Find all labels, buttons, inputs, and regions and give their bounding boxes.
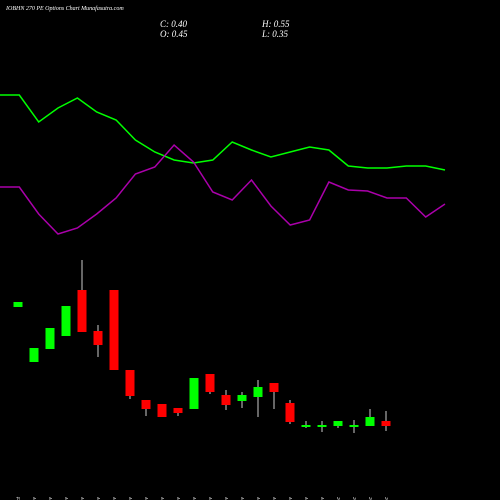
candle-body bbox=[173, 408, 183, 413]
x-tick-label: 17 Nov bbox=[176, 497, 182, 500]
candle-body bbox=[61, 306, 71, 336]
x-tick-label: 26 Nov bbox=[288, 497, 294, 500]
candle-body bbox=[205, 374, 215, 392]
candle-body bbox=[93, 331, 103, 345]
candle-body bbox=[349, 425, 359, 427]
candle-body bbox=[221, 395, 231, 405]
x-tick-label: 07 Nov bbox=[80, 497, 86, 500]
x-tick-label: 11 Nov bbox=[112, 497, 118, 500]
x-tick-label: 13 Nov bbox=[144, 497, 150, 500]
indicator-line bbox=[0, 94, 446, 171]
x-tick-label: 06 Nov bbox=[64, 497, 70, 500]
high-label: H: 0.55 bbox=[261, 19, 290, 29]
candle-body bbox=[317, 425, 327, 427]
x-tick-label: 24 Nov bbox=[255, 497, 262, 500]
x-tick-label: 12 Nov bbox=[128, 497, 134, 500]
candle-body bbox=[365, 417, 375, 426]
candle-body bbox=[333, 421, 343, 426]
candle-body bbox=[125, 370, 135, 396]
indicator-line bbox=[0, 143, 446, 235]
x-tick-label: 25 Nov bbox=[272, 497, 278, 500]
x-tick-label: 04 Dec bbox=[383, 497, 390, 500]
candle-body bbox=[301, 425, 311, 427]
x-tick-label: 19 Nov bbox=[208, 497, 214, 500]
x-tick-label: 14 Nov bbox=[159, 497, 166, 500]
candle-body bbox=[13, 302, 23, 307]
candle-body bbox=[77, 290, 87, 332]
x-tick-label: 27 Nov bbox=[304, 497, 310, 500]
candle-body bbox=[189, 378, 199, 409]
candle-body bbox=[109, 290, 119, 370]
x-tick-label: 28 Nov bbox=[320, 497, 326, 500]
x-tick-label: 02 Dec bbox=[352, 497, 358, 500]
candle-body bbox=[157, 404, 167, 417]
close-label: C: 0.40 bbox=[160, 19, 188, 29]
candle-body bbox=[237, 395, 247, 401]
x-tick-label: 21 Nov bbox=[240, 497, 246, 500]
x-tick-label: 03 Nov bbox=[32, 497, 38, 500]
open-label: O: 0.45 bbox=[160, 29, 188, 39]
x-tick-label: 18 Nov bbox=[192, 497, 198, 500]
x-tick-label: 27 Oct bbox=[16, 497, 22, 500]
candle-body bbox=[45, 328, 55, 349]
x-tick-label: 10 Nov bbox=[96, 497, 102, 500]
x-tick-label: 04 Nov bbox=[47, 497, 54, 500]
x-tick-label: 20 Nov bbox=[224, 497, 230, 500]
x-tick-label: 03 Dec bbox=[368, 497, 374, 500]
candle-body bbox=[381, 421, 391, 426]
candle-body bbox=[269, 383, 279, 392]
x-tick-label: 01 Dec bbox=[336, 497, 342, 500]
low-label: L: 0.35 bbox=[261, 29, 289, 39]
candle-body bbox=[285, 403, 295, 422]
candle-body bbox=[253, 387, 263, 397]
candle-body bbox=[29, 348, 39, 362]
candle-body bbox=[141, 400, 151, 409]
chart-title: IOBHN 270 PE Options Chart Munafasutra.c… bbox=[5, 5, 124, 12]
